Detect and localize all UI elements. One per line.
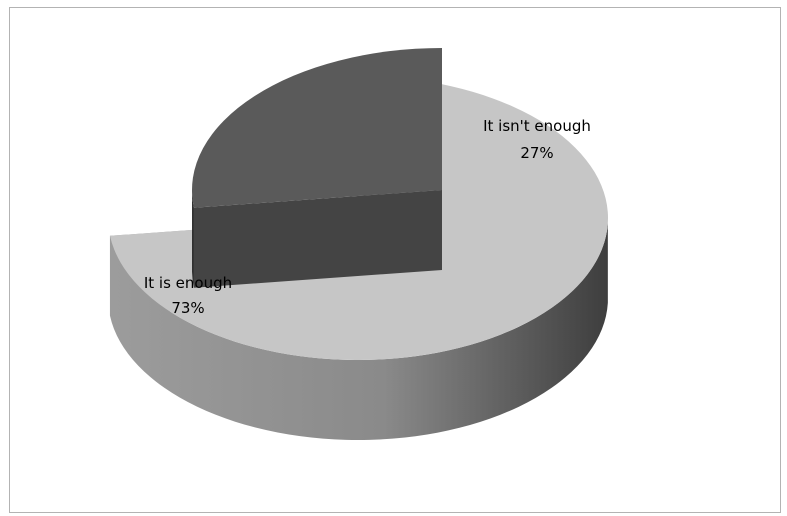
slice-value-label-1: 27%	[520, 144, 553, 162]
slice-label-group-0: It is enough 73%	[144, 274, 232, 317]
pie-slice-cut-face-1-0	[193, 190, 442, 288]
slice-value-label-0: 73%	[171, 299, 204, 317]
slice-label-1: It isn't enough	[483, 117, 591, 135]
slices-layer	[109, 48, 609, 440]
pie-slice-side-0	[109, 222, 608, 440]
pie-slice-side-1	[192, 191, 194, 288]
slice-label-0: It is enough	[144, 274, 232, 292]
pie-slice-top-1	[192, 48, 442, 208]
slice-label-group-1: It isn't enough 27%	[483, 117, 591, 162]
pie-slice-1	[192, 48, 442, 288]
